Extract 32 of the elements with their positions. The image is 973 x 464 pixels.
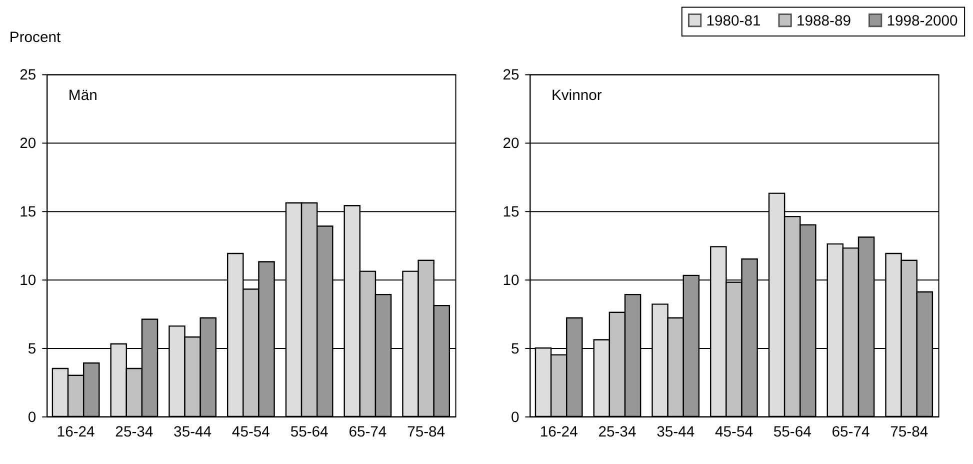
x-tick-label: 55-64 [290, 424, 328, 441]
x-tick-label: 55-64 [773, 424, 812, 441]
x-tick-label: 35-44 [656, 424, 695, 441]
y-tick-label: 0 [510, 410, 520, 426]
legend-label: 1998-2000 [886, 13, 958, 30]
y-tick-label: 15 [20, 204, 36, 221]
y-tick-label: 15 [502, 204, 520, 221]
y-tick-label: 20 [502, 136, 520, 152]
text: Kvinnor [551, 88, 602, 104]
y-tick-label: 20 [20, 136, 36, 152]
x-tick-label: 16-24 [56, 424, 95, 441]
x-tick-label: 45-54 [232, 424, 270, 441]
legend-label: 1980-81 [706, 13, 761, 30]
y-tick-label: 25 [20, 68, 36, 84]
legend-label: 1988-89 [796, 13, 851, 30]
x-tick-label: 16-24 [540, 424, 578, 441]
x-tick-label: 35-44 [174, 424, 212, 441]
x-tick-label: 75-84 [890, 424, 928, 441]
text: Män [68, 88, 98, 104]
y-axis-title: Procent [9, 30, 62, 46]
x-tick-label: 65-74 [348, 424, 387, 441]
x-tick-label: 25-34 [598, 424, 636, 441]
x-tick-label: 65-74 [832, 424, 870, 441]
y-tick-label: 10 [502, 272, 520, 289]
y-tick-label: 0 [28, 410, 36, 426]
y-tick-label: 25 [502, 68, 520, 84]
y-tick-label: 10 [20, 272, 36, 289]
x-tick-label: 75-84 [407, 424, 446, 441]
x-tick-label: 25-34 [115, 424, 154, 441]
x-tick-label: 45-54 [714, 424, 753, 441]
y-tick-label: 5 [28, 341, 36, 358]
y-tick-label: 5 [510, 341, 520, 358]
